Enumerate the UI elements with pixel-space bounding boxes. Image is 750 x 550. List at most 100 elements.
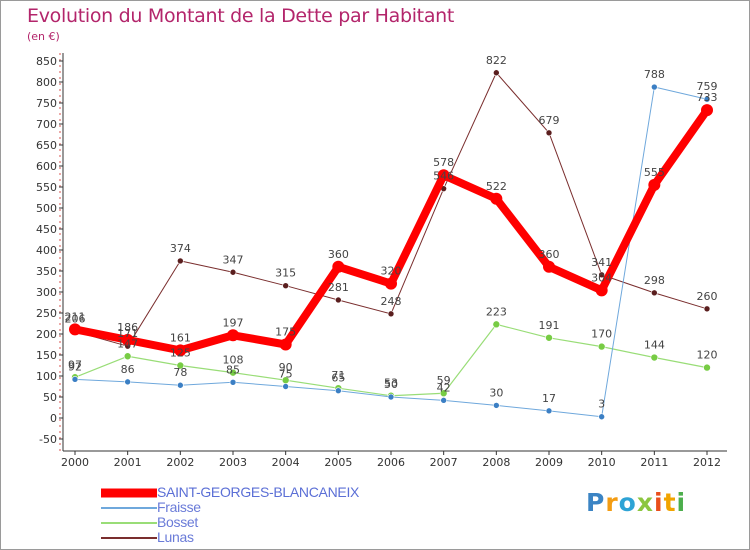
data-point xyxy=(650,353,659,362)
x-tick-label: 2001 xyxy=(114,456,142,469)
data-label: 85 xyxy=(226,363,240,376)
data-point xyxy=(490,192,503,205)
data-point xyxy=(227,329,239,342)
y-tick-label: 350 xyxy=(36,265,57,278)
data-label: 59 xyxy=(437,374,451,387)
data-label: 90 xyxy=(279,361,293,374)
data-label: 206 xyxy=(65,312,86,325)
y-tick-label: 750 xyxy=(36,97,57,110)
brand-letter: x xyxy=(636,488,654,517)
y-tick-label: 500 xyxy=(36,202,57,215)
legend-swatch xyxy=(101,488,157,497)
data-label: 144 xyxy=(644,339,665,352)
data-point xyxy=(598,413,605,421)
x-tick-label: 2003 xyxy=(219,456,247,469)
y-tick-label: -50 xyxy=(39,433,57,446)
data-label: 679 xyxy=(539,114,560,127)
data-label: 304 xyxy=(591,271,612,284)
data-point xyxy=(229,378,237,386)
data-label: 223 xyxy=(486,305,507,318)
data-label: 320 xyxy=(381,265,402,278)
data-point xyxy=(543,260,555,273)
x-tick-label: 2010 xyxy=(588,456,616,469)
y-tick-label: 50 xyxy=(43,391,57,404)
data-point xyxy=(387,393,395,401)
brand-logo: Proxiti xyxy=(586,488,686,517)
data-point xyxy=(439,389,448,398)
data-label: 341 xyxy=(591,256,612,269)
x-tick-label: 2002 xyxy=(166,456,194,469)
brand-letter: t xyxy=(663,488,677,517)
data-point xyxy=(703,363,711,372)
y-tick-label: 550 xyxy=(36,181,57,194)
data-label: 170 xyxy=(591,328,612,341)
data-point xyxy=(176,361,185,370)
y-tick-label: 250 xyxy=(36,307,57,320)
data-point xyxy=(177,257,184,265)
data-label: 171 xyxy=(117,327,138,340)
y-tick-label: 200 xyxy=(36,328,57,341)
x-tick-label: 2008 xyxy=(482,456,510,469)
data-label: 759 xyxy=(697,80,718,93)
data-point xyxy=(651,289,658,297)
data-label: 86 xyxy=(121,363,135,376)
data-point xyxy=(71,376,79,383)
y-tick-label: 800 xyxy=(36,76,57,89)
legend-label: Fraisse xyxy=(157,499,201,515)
data-label: 53 xyxy=(384,377,398,390)
data-label: 522 xyxy=(486,180,507,193)
data-point xyxy=(282,383,289,390)
data-point xyxy=(332,260,345,273)
data-label: 120 xyxy=(697,349,718,362)
chart-title: Evolution du Montant de la Dette par Hab… xyxy=(27,5,455,27)
data-label: 347 xyxy=(223,253,244,266)
data-label: 260 xyxy=(697,290,718,303)
y-tick-label: 600 xyxy=(36,160,57,173)
data-point xyxy=(493,402,500,409)
data-point xyxy=(703,95,711,103)
y-tick-label: 850 xyxy=(36,55,57,68)
x-tick-label: 2012 xyxy=(693,456,721,469)
y-tick-label: 150 xyxy=(36,349,57,362)
data-label: 281 xyxy=(328,281,349,294)
brand-letter: i xyxy=(654,488,664,517)
data-point xyxy=(124,378,131,386)
y-tick-label: 450 xyxy=(36,223,57,236)
data-point xyxy=(651,83,658,91)
x-tick-label: 2004 xyxy=(272,456,300,469)
data-point xyxy=(598,271,605,279)
x-tick-label: 2009 xyxy=(535,456,563,469)
x-tick-label: 2007 xyxy=(430,456,458,469)
data-label: 211 xyxy=(65,310,86,323)
data-point xyxy=(335,387,342,395)
y-tick-label: 400 xyxy=(36,244,57,257)
x-tick-label: 2011 xyxy=(640,456,668,469)
data-label: 546 xyxy=(433,170,454,183)
legend-swatch xyxy=(101,536,157,539)
data-label: 97 xyxy=(68,358,82,371)
data-point xyxy=(385,277,397,290)
data-point xyxy=(335,296,342,304)
data-label: 108 xyxy=(223,354,244,367)
data-label: 17 xyxy=(542,392,556,405)
brand-letter: o xyxy=(618,488,637,517)
data-point xyxy=(648,178,661,191)
data-point xyxy=(174,344,187,357)
data-label: 161 xyxy=(170,331,191,344)
data-label: 30 xyxy=(489,386,503,399)
data-label: 197 xyxy=(223,316,244,329)
legend-label: Bosset xyxy=(157,514,198,530)
data-point xyxy=(177,381,184,389)
brand-letter: P xyxy=(586,488,606,517)
data-point xyxy=(121,333,134,346)
data-label: 75 xyxy=(279,368,293,381)
data-label: 92 xyxy=(68,360,82,373)
data-label: 191 xyxy=(539,319,560,332)
data-label: 360 xyxy=(328,248,349,261)
brand-letter: i xyxy=(676,488,687,517)
data-label: 175 xyxy=(275,326,296,339)
data-point xyxy=(595,284,608,297)
data-point xyxy=(229,368,237,377)
data-label: 315 xyxy=(275,267,296,280)
